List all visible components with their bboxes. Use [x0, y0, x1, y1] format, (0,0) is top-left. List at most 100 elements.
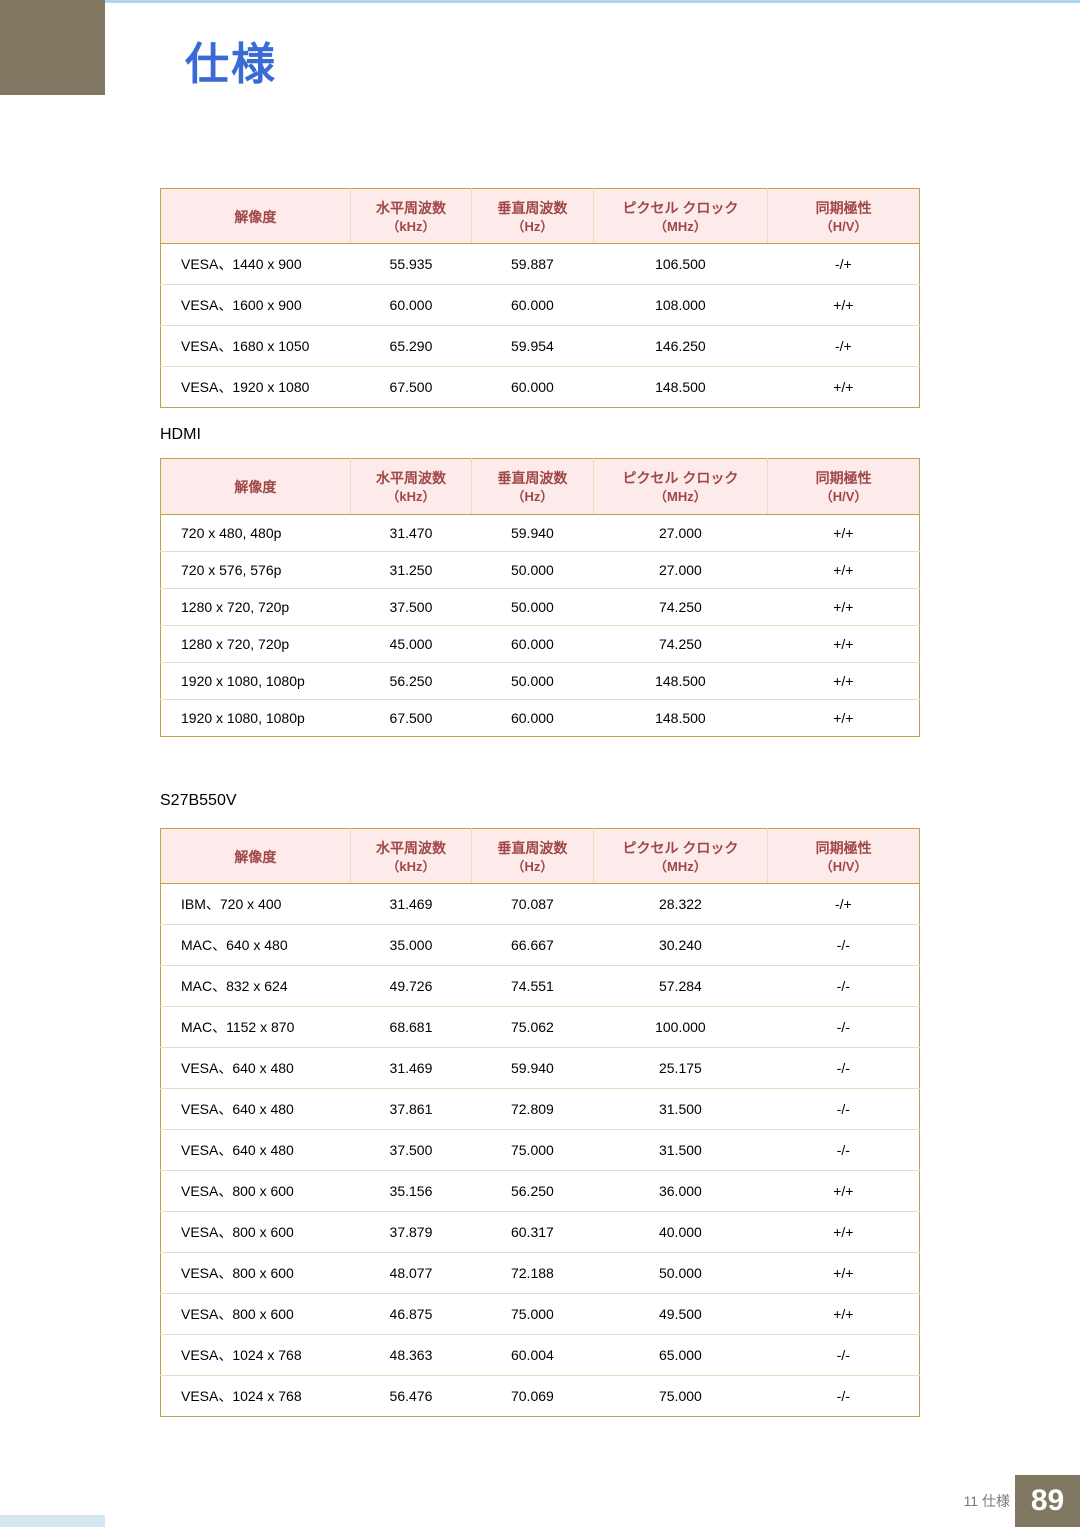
table-header: 解像度 水平周波数（kHz） 垂直周波数（Hz） ピクセル クロック（MHz） … [161, 189, 920, 244]
col-vfreq: 垂直周波数 （Hz） [472, 189, 593, 244]
table-header: 解像度 水平周波数（kHz） 垂直周波数（Hz） ピクセル クロック（MHz） … [161, 459, 920, 514]
header-unit: （MHz） [598, 218, 764, 236]
col-hfreq: 水平周波数（kHz） [350, 828, 471, 883]
cell-value: 31.469 [350, 1048, 471, 1089]
table-body: 720 x 480, 480p31.47059.94027.000+/+720 … [161, 514, 920, 736]
table-header: 解像度 水平周波数（kHz） 垂直周波数（Hz） ピクセル クロック（MHz） … [161, 828, 920, 883]
cell-value: 66.667 [472, 925, 593, 966]
cell-value: 60.000 [350, 285, 471, 326]
table-row: VESA、1920 x 108067.50060.000148.500+/+ [161, 367, 920, 408]
spec-table-hdmi: 解像度 水平周波数（kHz） 垂直周波数（Hz） ピクセル クロック（MHz） … [160, 458, 920, 736]
header-label: 解像度 [234, 209, 276, 225]
cell-resolution: VESA、1920 x 1080 [161, 367, 351, 408]
cell-value: 37.861 [350, 1089, 471, 1130]
cell-value: -/- [768, 1007, 920, 1048]
cell-value: +/+ [768, 367, 920, 408]
cell-value: +/+ [768, 699, 920, 736]
cell-value: +/+ [768, 285, 920, 326]
top-border [0, 0, 1080, 3]
cell-value: 36.000 [593, 1171, 768, 1212]
cell-value: 59.940 [472, 1048, 593, 1089]
page-number-box: 89 [1015, 1475, 1080, 1527]
table-row: 1920 x 1080, 1080p56.25050.000148.500+/+ [161, 662, 920, 699]
cell-value: 56.250 [350, 662, 471, 699]
cell-value: -/- [768, 1130, 920, 1171]
cell-value: +/+ [768, 625, 920, 662]
cell-value: -/+ [768, 884, 920, 925]
content-area: 解像度 水平周波数（kHz） 垂直周波数（Hz） ピクセル クロック（MHz） … [160, 188, 920, 1417]
cell-value: 60.000 [472, 625, 593, 662]
cell-value: +/+ [768, 1294, 920, 1335]
table-row: 1280 x 720, 720p45.00060.00074.250+/+ [161, 625, 920, 662]
cell-value: 50.000 [472, 551, 593, 588]
table-row: IBM、720 x 40031.46970.08728.322-/+ [161, 884, 920, 925]
header-unit: （Hz） [476, 488, 588, 506]
cell-value: +/+ [768, 1171, 920, 1212]
cell-value: 27.000 [593, 551, 768, 588]
cell-value: 28.322 [593, 884, 768, 925]
table-row: VESA、800 x 60048.07772.18850.000+/+ [161, 1253, 920, 1294]
cell-resolution: VESA、1024 x 768 [161, 1376, 351, 1417]
table-body: IBM、720 x 40031.46970.08728.322-/+MAC、64… [161, 884, 920, 1417]
col-resolution: 解像度 [161, 189, 351, 244]
cell-value: 49.500 [593, 1294, 768, 1335]
cell-resolution: 1920 x 1080, 1080p [161, 699, 351, 736]
cell-value: 75.000 [472, 1294, 593, 1335]
col-polarity: 同期極性（H/V） [768, 828, 920, 883]
footer-chapter-label: 11 仕様 [964, 1491, 1010, 1511]
header-unit: （MHz） [598, 858, 764, 876]
cell-value: 60.317 [472, 1212, 593, 1253]
cell-value: +/+ [768, 662, 920, 699]
col-polarity: 同期極性（H/V） [768, 189, 920, 244]
cell-value: 27.000 [593, 514, 768, 551]
cell-value: 40.000 [593, 1212, 768, 1253]
cell-value: 50.000 [472, 588, 593, 625]
cell-value: 106.500 [593, 244, 768, 285]
cell-value: 50.000 [472, 662, 593, 699]
cell-value: 45.000 [350, 625, 471, 662]
cell-value: 65.000 [593, 1335, 768, 1376]
cell-resolution: VESA、1440 x 900 [161, 244, 351, 285]
header-label: 垂直周波数 [497, 200, 567, 216]
header-unit: （Hz） [476, 218, 588, 236]
header-label: 垂直周波数 [497, 840, 567, 856]
header-label: 解像度 [234, 849, 276, 865]
cell-resolution: VESA、1600 x 900 [161, 285, 351, 326]
header-unit: （H/V） [772, 858, 915, 876]
cell-value: -/- [768, 1376, 920, 1417]
cell-value: 30.240 [593, 925, 768, 966]
col-polarity: 同期極性（H/V） [768, 459, 920, 514]
cell-value: 35.156 [350, 1171, 471, 1212]
table-row: 720 x 576, 576p31.25050.00027.000+/+ [161, 551, 920, 588]
table-row: 1280 x 720, 720p37.50050.00074.250+/+ [161, 588, 920, 625]
cell-value: 60.004 [472, 1335, 593, 1376]
header-label: 水平周波数 [376, 840, 446, 856]
cell-resolution: VESA、640 x 480 [161, 1130, 351, 1171]
cell-value: 35.000 [350, 925, 471, 966]
cell-value: 68.681 [350, 1007, 471, 1048]
table-row: VESA、1600 x 90060.00060.000108.000+/+ [161, 285, 920, 326]
cell-value: 72.188 [472, 1253, 593, 1294]
cell-value: 56.476 [350, 1376, 471, 1417]
page-number: 89 [1031, 1484, 1064, 1518]
table-row: 1920 x 1080, 1080p67.50060.000148.500+/+ [161, 699, 920, 736]
cell-resolution: 1280 x 720, 720p [161, 625, 351, 662]
page-title: 仕様 [185, 28, 277, 92]
cell-value: 65.290 [350, 326, 471, 367]
cell-value: 148.500 [593, 367, 768, 408]
cell-value: 59.954 [472, 326, 593, 367]
header-label: ピクセル クロック [622, 470, 738, 486]
cell-value: 37.500 [350, 588, 471, 625]
cell-value: 31.470 [350, 514, 471, 551]
cell-value: 31.500 [593, 1089, 768, 1130]
table-row: MAC、832 x 62449.72674.55157.284-/- [161, 966, 920, 1007]
page-footer: 11 仕様 89 [0, 1472, 1080, 1527]
cell-value: 37.500 [350, 1130, 471, 1171]
cell-resolution: VESA、800 x 600 [161, 1212, 351, 1253]
table-row: MAC、1152 x 87068.68175.062100.000-/- [161, 1007, 920, 1048]
col-resolution: 解像度 [161, 459, 351, 514]
table-row: VESA、640 x 48037.50075.00031.500-/- [161, 1130, 920, 1171]
cell-value: 75.000 [593, 1376, 768, 1417]
table-row: VESA、800 x 60035.15656.25036.000+/+ [161, 1171, 920, 1212]
cell-value: +/+ [768, 588, 920, 625]
